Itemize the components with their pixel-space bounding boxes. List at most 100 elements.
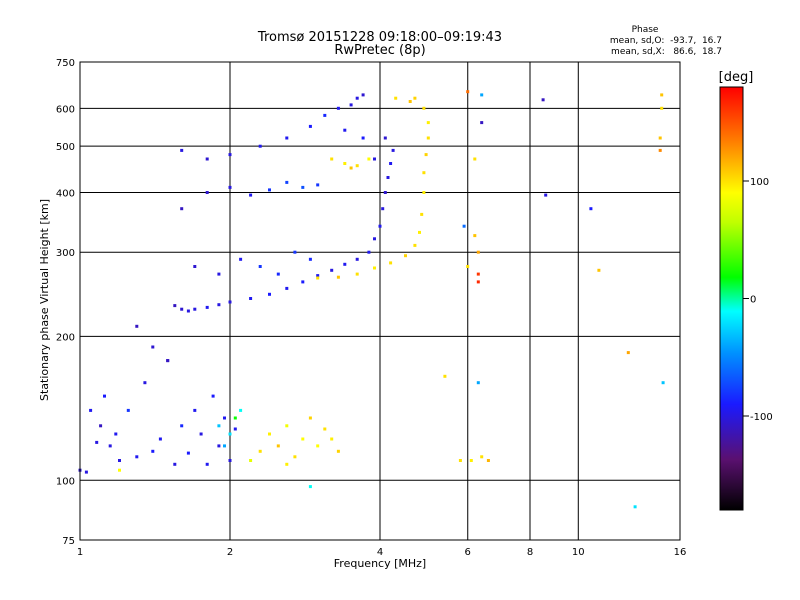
data-point [151, 345, 155, 349]
data-point [367, 250, 371, 254]
data-point [135, 324, 139, 328]
data-point [443, 374, 447, 378]
data-point [661, 381, 665, 385]
plot-frame [79, 61, 681, 541]
data-point [180, 307, 184, 311]
y-tick-label: 750 [56, 58, 75, 69]
colorbar-ticks: 100 0 -100 [743, 177, 773, 423]
data-point [135, 455, 139, 459]
y-tick-labels: 75 100 200 300 400 500 600 750 [56, 58, 75, 547]
data-point [276, 444, 280, 448]
data-point [330, 437, 334, 441]
data-point [381, 207, 385, 211]
data-point [426, 136, 430, 140]
data-point [268, 432, 271, 436]
y-tick-label: 200 [56, 332, 75, 343]
data-point [285, 286, 289, 290]
data-point [336, 449, 340, 453]
data-point [633, 505, 637, 509]
data-point [373, 237, 376, 241]
data-point [268, 292, 271, 296]
data-point [349, 166, 353, 170]
data-point [186, 309, 190, 313]
data-point [420, 212, 424, 216]
data-point [217, 424, 221, 428]
data-point [469, 459, 473, 462]
data-point [301, 185, 305, 189]
data-point [308, 416, 312, 420]
data-point [199, 432, 203, 436]
data-point [193, 408, 197, 412]
data-point [258, 265, 262, 268]
data-point [355, 272, 359, 276]
data-point [418, 230, 421, 234]
data-point [118, 468, 121, 472]
data-point [422, 106, 426, 110]
x-axis-label: Frequency [MHz] [334, 557, 426, 570]
y-tick-label: 300 [56, 248, 75, 259]
data-point [143, 381, 147, 385]
y-tick-label: 75 [62, 536, 75, 547]
data-point [660, 106, 664, 110]
data-point [108, 444, 112, 448]
data-point [258, 144, 262, 148]
data-point [205, 157, 209, 161]
y-tick-label: 400 [56, 188, 75, 199]
x-tick-label: 16 [674, 547, 687, 558]
data-point [228, 300, 232, 304]
data-point [316, 183, 320, 187]
data-point [391, 148, 395, 152]
data-point [316, 274, 320, 278]
data-point [660, 93, 664, 97]
data-point [361, 136, 365, 140]
data-point [424, 153, 428, 157]
chart-subtitle: RwPretec (8p) [334, 43, 425, 58]
data-point [343, 162, 347, 165]
data-point [84, 470, 88, 474]
data-point [308, 257, 312, 261]
data-point [151, 449, 155, 453]
data-point [476, 280, 480, 284]
data-points [78, 90, 665, 509]
data-point [336, 106, 340, 110]
data-point [480, 93, 484, 97]
data-point [285, 462, 289, 466]
data-point [249, 459, 253, 462]
data-point [293, 250, 297, 254]
data-point [173, 462, 177, 466]
data-point [355, 96, 359, 100]
data-point [343, 262, 347, 266]
data-point [114, 432, 118, 436]
data-point [476, 272, 480, 276]
data-point [413, 96, 417, 100]
data-point [462, 224, 466, 228]
data-point [239, 257, 243, 261]
data-point [480, 455, 484, 459]
data-point [480, 121, 484, 125]
data-point [223, 416, 226, 420]
data-point [217, 303, 221, 307]
data-point [316, 276, 320, 280]
data-point [173, 304, 177, 308]
chart-title: Tromsø 20151228 09:18:00–09:19:43 [257, 30, 502, 45]
data-point [626, 351, 630, 355]
data-point [205, 191, 209, 194]
data-point [89, 408, 93, 412]
data-point [486, 459, 490, 462]
x-tick-label: 6 [465, 547, 471, 558]
data-point [193, 265, 197, 268]
data-point [217, 272, 221, 276]
data-point [217, 444, 221, 448]
data-point [349, 103, 353, 107]
data-point [343, 128, 347, 132]
data-point [589, 207, 593, 211]
data-point [544, 193, 548, 197]
x-tick-label: 10 [572, 547, 585, 558]
colorbar-tick-label: -100 [750, 412, 773, 423]
data-point [316, 444, 320, 448]
data-point [658, 148, 662, 152]
data-point [473, 234, 477, 238]
data-point [422, 171, 426, 175]
data-point [301, 280, 305, 284]
data-point [336, 275, 340, 279]
